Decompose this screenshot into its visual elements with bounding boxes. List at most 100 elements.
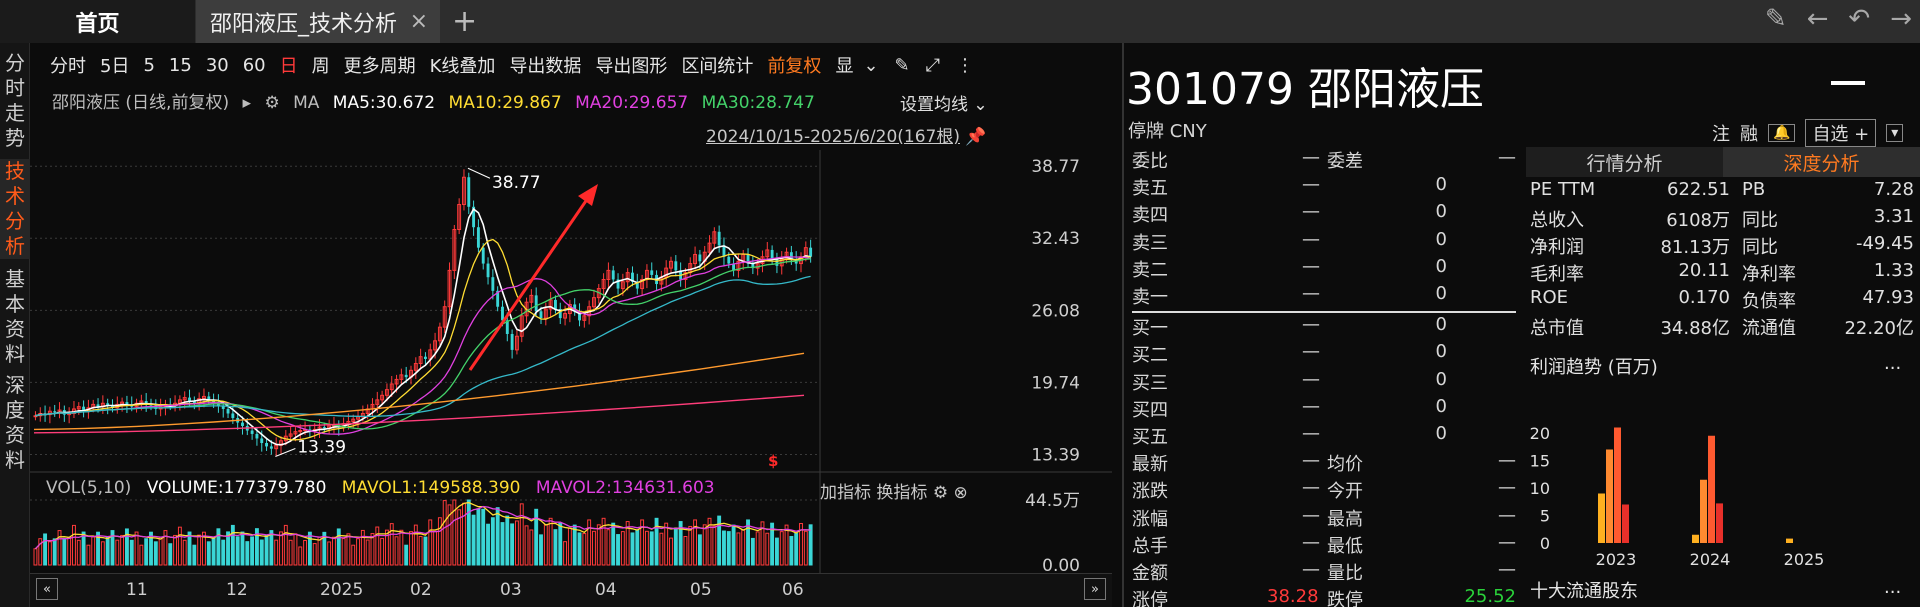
candle-body: [394, 378, 399, 385]
orderbook-cell: 0: [1435, 423, 1447, 444]
volume-bar: [235, 536, 240, 566]
toolbar-item[interactable]: 5日: [100, 56, 130, 77]
tab-deep-analysis[interactable]: 深度分析: [1723, 147, 1920, 177]
tab-home[interactable]: 首页: [0, 0, 195, 43]
forward-arrow-icon[interactable]: →: [1890, 4, 1912, 34]
volume-bar: [351, 544, 356, 566]
candle-body: [548, 299, 553, 310]
edit-icon[interactable]: ✎: [1764, 4, 1787, 34]
toolbar-item[interactable]: 周: [311, 56, 330, 77]
margin-button[interactable]: 融: [1740, 124, 1758, 145]
toolbar-item[interactable]: 分时: [50, 56, 86, 77]
nav-deep-info[interactable]: 深度资料: [0, 373, 30, 473]
more-icon[interactable]: ⋮: [956, 54, 975, 76]
volume-bar: [779, 531, 784, 566]
metric-cell: 毛利率: [1530, 264, 1584, 285]
profit-more-button[interactable]: ...: [1884, 353, 1902, 374]
nav-basic-info[interactable]: 基本资料: [0, 267, 30, 367]
toolbar-item[interactable]: 前复权: [767, 56, 822, 77]
stock-name-period: 邵阳液压 (日线,前复权): [52, 93, 230, 113]
nav-char: 时: [5, 76, 25, 100]
indicator-settings-icon[interactable]: ⚙: [932, 483, 949, 503]
metric-cell: 622.51: [1667, 179, 1730, 200]
nav-char: 析: [5, 234, 25, 258]
candle-body: [111, 405, 114, 408]
dropdown-icon[interactable]: ▾: [1886, 124, 1904, 142]
volume-bar: [312, 543, 317, 566]
orderbook-cell: 0: [1435, 395, 1447, 417]
orderbook-cell: 最低: [1327, 535, 1363, 557]
add-tab-icon[interactable]: +: [452, 4, 478, 39]
watchlist-button[interactable]: 自选 +: [1805, 119, 1877, 147]
volume-bar: [476, 508, 481, 566]
expand-icon[interactable]: ⤢: [925, 54, 941, 76]
nav-technical[interactable]: 技术分析: [0, 159, 30, 259]
tab-market-analysis[interactable]: 行情分析: [1526, 147, 1723, 177]
volume-bar: [259, 539, 264, 566]
volume-legend: VOL(5,10) VOLUME:177379.780 MAVOL1:14958…: [46, 478, 725, 498]
nav-intraday[interactable]: 分时走势: [0, 51, 30, 151]
volume-value: VOLUME:177379.780: [146, 478, 327, 498]
orderbook-cell: —: [1302, 174, 1320, 196]
orderbook-cell: 0: [1435, 228, 1447, 250]
toolbar-item[interactable]: K线叠加: [429, 56, 496, 77]
volume-bar: [693, 519, 698, 566]
orderbook-cell: —: [1302, 504, 1320, 526]
volume-bar: [245, 541, 250, 566]
volume-bar: [471, 514, 476, 566]
indicator-close-icon[interactable]: ⊗: [953, 483, 968, 503]
toolbar-item[interactable]: 显: [835, 56, 854, 77]
settings-icon[interactable]: ⚙: [264, 93, 280, 113]
toolbar-item[interactable]: 5: [143, 54, 155, 76]
chevron-down-icon[interactable]: ⌄: [863, 54, 879, 76]
toolbar-item[interactable]: 导出数据: [509, 56, 582, 77]
volume-bar: [635, 529, 640, 566]
close-tab-icon[interactable]: ×: [409, 9, 428, 34]
kline-chart[interactable]: 38.7732.4326.0819.7413.3938.7713.39↕↕↕↕↕…: [30, 150, 1112, 573]
toolbar-item[interactable]: 日: [279, 56, 298, 77]
ma20-line: [35, 255, 811, 435]
ma10-value: MA10:29.867: [448, 93, 562, 113]
candle-body: [620, 281, 625, 290]
back-arrow-icon[interactable]: ←: [1806, 4, 1829, 34]
toolbar-item[interactable]: 区间统计: [681, 56, 754, 77]
pin-icon[interactable]: 📌: [965, 127, 987, 147]
legend-arrow-icon[interactable]: ▸: [242, 93, 252, 113]
toolbar-item[interactable]: 导出图形: [595, 56, 668, 77]
undo-icon[interactable]: ↶: [1848, 4, 1871, 34]
orderbook-cell: 卖二: [1132, 259, 1168, 281]
add-indicator-button[interactable]: 加指标: [820, 483, 871, 503]
switch-indicator-button[interactable]: 换指标: [876, 483, 928, 503]
candle-body: [592, 297, 596, 308]
ma-settings-dropdown[interactable]: 设置均线 ⌄: [900, 95, 988, 115]
toolbar-item[interactable]: 更多周期: [343, 56, 416, 77]
scroll-right-button[interactable]: »: [1084, 578, 1106, 600]
toolbar-item[interactable]: 15: [168, 54, 192, 76]
volume-bar: [423, 536, 428, 566]
brush-icon[interactable]: ✎: [894, 54, 910, 76]
high-pointer: [467, 167, 491, 179]
candle-body: [650, 270, 654, 275]
nav-char: 料: [5, 342, 25, 366]
tab-technical-analysis[interactable]: 邵阳液压_技术分析 ×: [196, 0, 440, 43]
top-holders-title: 十大流通股东: [1530, 581, 1638, 602]
metric-cell: 流通值: [1742, 318, 1796, 339]
profit-bar: [1614, 427, 1621, 543]
window-tools: ✎ ← ↶ →: [1765, 4, 1912, 34]
long-ma-line: [33, 352, 805, 431]
volume-bar: [221, 539, 226, 566]
holders-more-button[interactable]: ...: [1884, 577, 1902, 598]
scroll-left-button[interactable]: «: [36, 578, 58, 600]
metric-row: ROE 0.170 负债率 47.93: [1528, 287, 1914, 314]
candle-body: [154, 405, 158, 409]
candle-body: [380, 394, 385, 401]
toolbar-item[interactable]: 30: [205, 54, 229, 76]
toolbar-item[interactable]: 60: [242, 54, 266, 76]
note-button[interactable]: 注: [1712, 124, 1730, 145]
volume-bar: [548, 517, 553, 566]
nav-char: 资: [5, 317, 25, 341]
bell-icon[interactable]: 🔔: [1768, 124, 1796, 142]
orderbook-cell: —: [1498, 450, 1516, 472]
toolbar-icons: ⌄ ✎ ⤢ ⋮: [863, 55, 974, 76]
candle-body: [250, 430, 254, 434]
